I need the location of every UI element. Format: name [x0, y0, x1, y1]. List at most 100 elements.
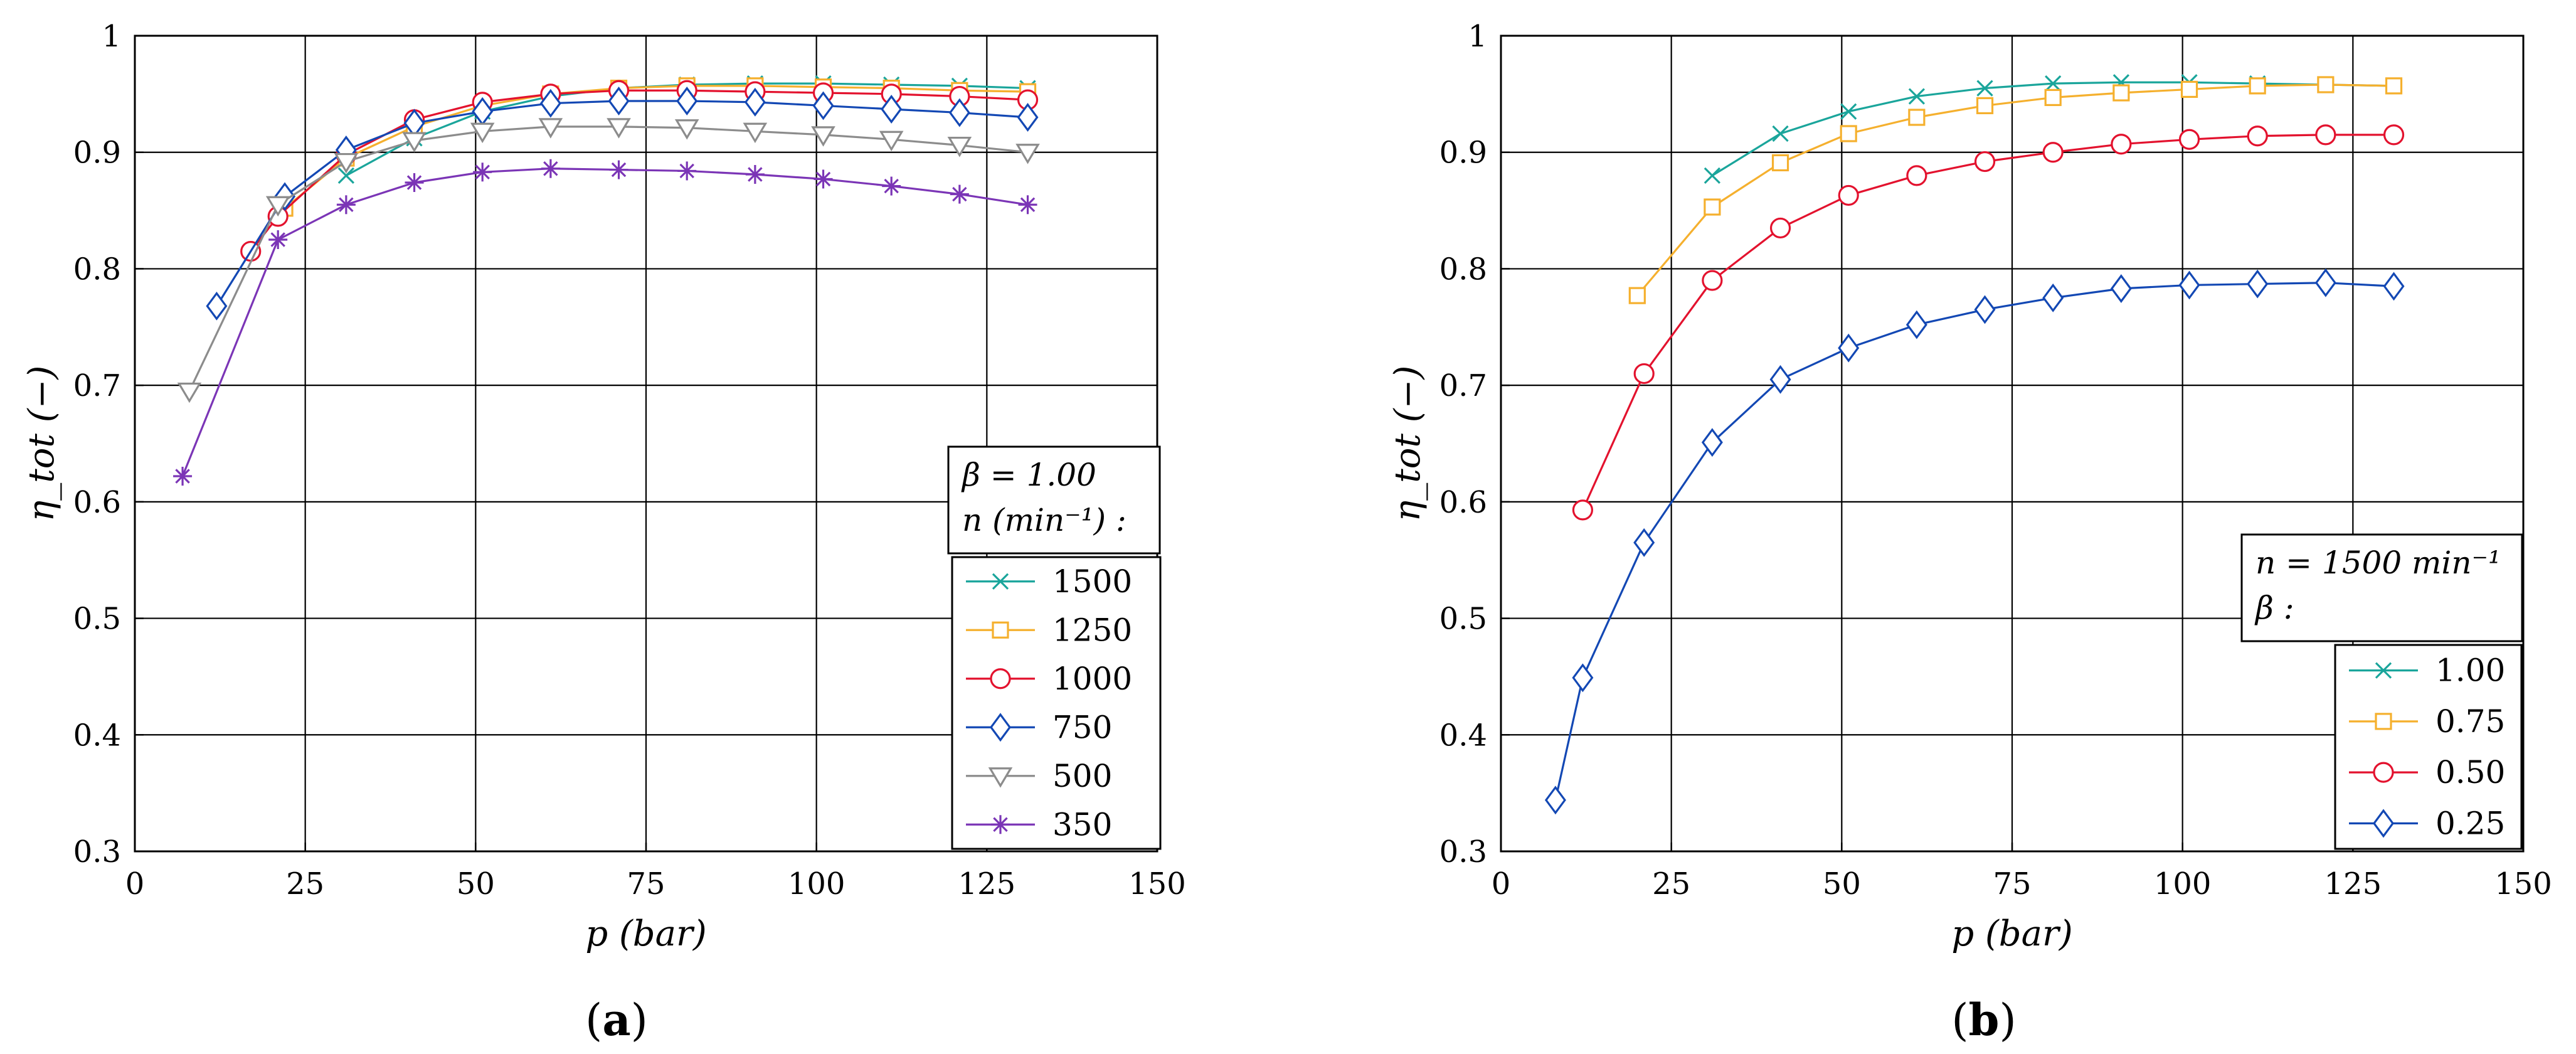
legend-title-line: β = 1.00 — [961, 457, 1096, 493]
legend-marker — [2375, 662, 2392, 679]
data-point-1.00 — [1772, 125, 1789, 142]
legend-title-line: n = 1500 min⁻¹ — [2255, 545, 2501, 581]
data-point-0.25 — [2178, 270, 2200, 300]
x-tick-label: 25 — [286, 866, 324, 902]
data-point-0.75 — [1976, 97, 1994, 115]
data-point-500 — [674, 119, 699, 140]
data-point-350 — [745, 165, 765, 184]
x-tick-label: 50 — [1823, 866, 1861, 902]
legend-marker — [988, 767, 1013, 788]
y-tick-label: 0.4 — [73, 718, 121, 753]
chart-panel-b: 0 25 50 75 100 125 150 0.3 0.4 0.5 0.6 0.7 0.8 0.9 1 p … — [1387, 19, 2552, 954]
data-point-350 — [1018, 195, 1037, 215]
data-point-0.50 — [1974, 151, 1996, 173]
data-point-0.50 — [1572, 499, 1593, 521]
y-tick-label: 1 — [1468, 19, 1487, 54]
data-point-0.75 — [2317, 76, 2335, 93]
series-line-0.25 — [1554, 282, 2394, 801]
data-point-500 — [265, 196, 290, 217]
panel-label-a: (a) — [585, 994, 648, 1046]
data-point-350 — [882, 176, 901, 196]
data-point-0.75 — [2180, 80, 2198, 98]
legend-marker — [991, 815, 1010, 834]
legend-title-box — [2240, 533, 2523, 642]
legend-marker — [992, 573, 1009, 590]
legend-marker — [990, 713, 1011, 742]
data-point-500 — [402, 132, 427, 153]
x-tick-label: 100 — [2154, 866, 2212, 902]
y-tick-label: 0.5 — [73, 602, 121, 637]
legend-label: 0.25 — [2436, 805, 2505, 841]
panel-label-b: (b) — [1951, 994, 2017, 1046]
data-point-350 — [541, 159, 560, 178]
legend-entry-350: 350 — [966, 806, 1112, 843]
legend-entry-500: 500 — [966, 758, 1112, 794]
legend-marker — [2375, 713, 2392, 730]
data-point-0.50 — [2178, 129, 2200, 150]
data-point-0.75 — [1628, 287, 1646, 304]
data-point-1.00 — [2045, 75, 2062, 92]
data-point-500 — [1015, 144, 1040, 164]
data-point-350 — [405, 173, 424, 192]
chart-panel-a: 0 25 50 75 100 125 150 0.3 0.4 0.5 0.6 0.7 0.8 0.9 1 p … — [21, 19, 1186, 954]
legend-label: 1500 — [1052, 563, 1132, 600]
data-point-0.75 — [1840, 125, 1857, 142]
y-tick-label: 0.3 — [1439, 834, 1487, 870]
data-point-0.50 — [2111, 134, 2132, 155]
data-point-0.50 — [1702, 270, 1723, 291]
data-point-0.50 — [1838, 184, 1859, 206]
series-0.25 — [1544, 268, 2405, 815]
legend-label: 1000 — [1052, 661, 1132, 697]
data-point-0.75 — [2249, 77, 2266, 95]
data-point-0.75 — [1704, 198, 1721, 216]
data-point-0.50 — [2383, 124, 2405, 146]
data-point-0.75 — [1771, 154, 1789, 172]
y-tick-label: 0.7 — [73, 368, 121, 403]
data-point-750 — [608, 87, 630, 115]
y-tick-label: 0.4 — [1439, 718, 1487, 753]
data-point-0.50 — [2315, 124, 2336, 146]
y-tick-label: 0.6 — [73, 485, 121, 520]
data-point-500 — [177, 382, 202, 403]
data-point-0.25 — [2247, 269, 2269, 299]
data-point-0.25 — [1838, 333, 1860, 363]
legend-label: 0.75 — [2436, 703, 2505, 740]
x-tick-label: 25 — [1652, 866, 1690, 902]
data-point-750 — [676, 87, 698, 115]
data-point-500 — [947, 136, 972, 157]
x-tick-label: 75 — [627, 866, 665, 902]
series-750 — [206, 87, 1039, 321]
legend-title-box — [947, 445, 1161, 555]
data-point-0.50 — [1906, 165, 1927, 186]
data-point-1.00 — [1704, 167, 1720, 184]
y-tick-label: 0.5 — [1439, 602, 1487, 637]
data-point-0.25 — [1633, 528, 1655, 557]
series-500 — [177, 118, 1040, 403]
legend-entry-1.00: 1.00 — [2349, 652, 2505, 689]
legend-label: 750 — [1052, 709, 1112, 745]
series-0.50 — [1572, 124, 2405, 521]
legend-entry-0.50: 0.50 — [2349, 754, 2505, 790]
x-tick-label: 150 — [1128, 866, 1186, 902]
y-tick-label: 1 — [102, 19, 121, 54]
data-point-0.25 — [2042, 283, 2064, 312]
legend — [2334, 644, 2523, 850]
x-tick-label: 150 — [2494, 866, 2552, 902]
data-point-1.00 — [1908, 88, 1925, 105]
data-point-0.25 — [1905, 310, 1927, 339]
data-point-0.25 — [2383, 272, 2405, 301]
data-point-500 — [811, 126, 835, 147]
data-point-750 — [948, 98, 970, 127]
y-axis-label: η_tot (−) — [1387, 366, 1428, 522]
legend — [951, 556, 1162, 850]
x-tick-label: 75 — [1993, 866, 2031, 902]
data-point-350 — [677, 161, 697, 181]
x-tick-label: 0 — [1492, 866, 1511, 902]
x-axis-label: p (bar) — [585, 913, 706, 954]
y-tick-label: 0.7 — [1439, 368, 1487, 403]
legend-label: 1250 — [1052, 612, 1132, 648]
data-point-500 — [879, 130, 904, 152]
data-point-750 — [1017, 103, 1039, 132]
y-tick-label: 0.9 — [1439, 136, 1487, 171]
